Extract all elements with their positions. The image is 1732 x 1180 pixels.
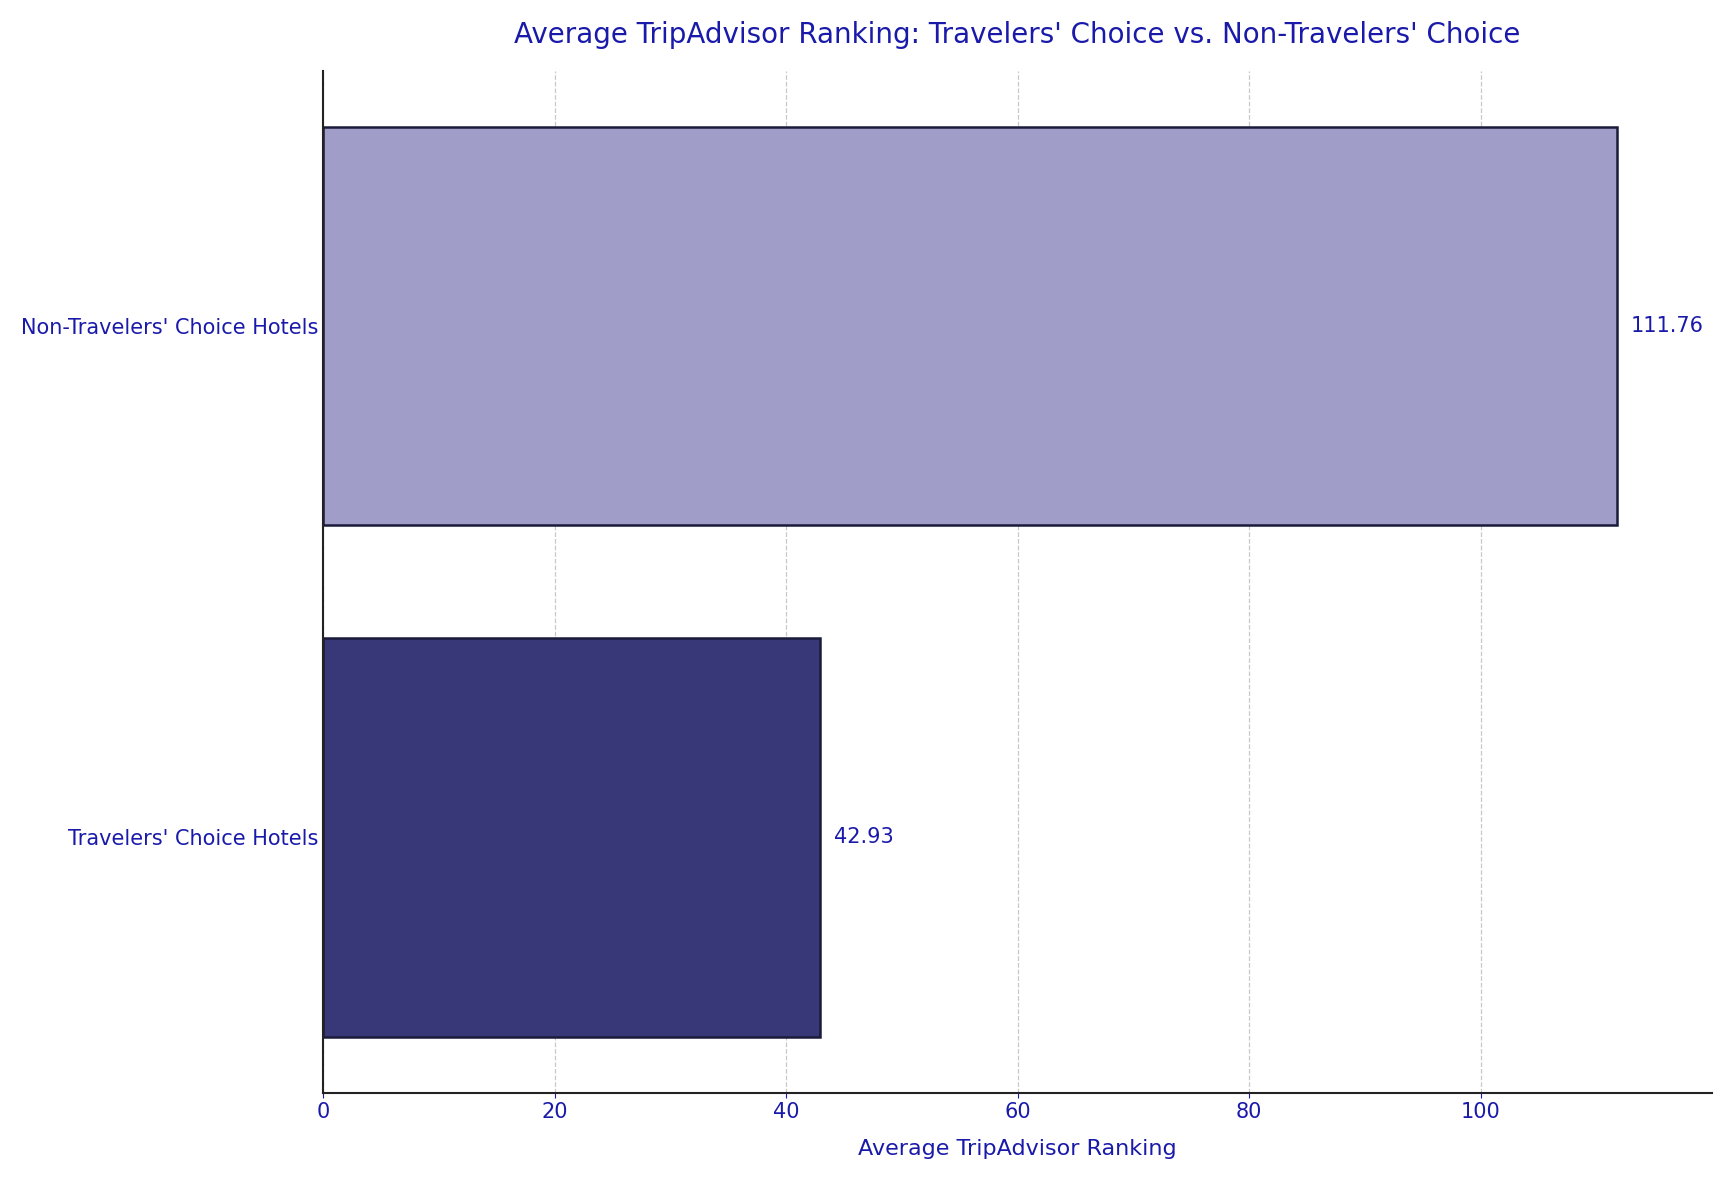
Bar	[322, 126, 1616, 525]
X-axis label: Average TripAdvisor Ranking: Average TripAdvisor Ranking	[857, 1139, 1176, 1159]
Bar	[322, 638, 819, 1036]
Text: 111.76: 111.76	[1630, 316, 1703, 336]
Text: 42.93: 42.93	[833, 827, 894, 847]
Title: Average TripAdvisor Ranking: Travelers' Choice vs. Non-Travelers' Choice: Average TripAdvisor Ranking: Travelers' …	[514, 21, 1521, 48]
